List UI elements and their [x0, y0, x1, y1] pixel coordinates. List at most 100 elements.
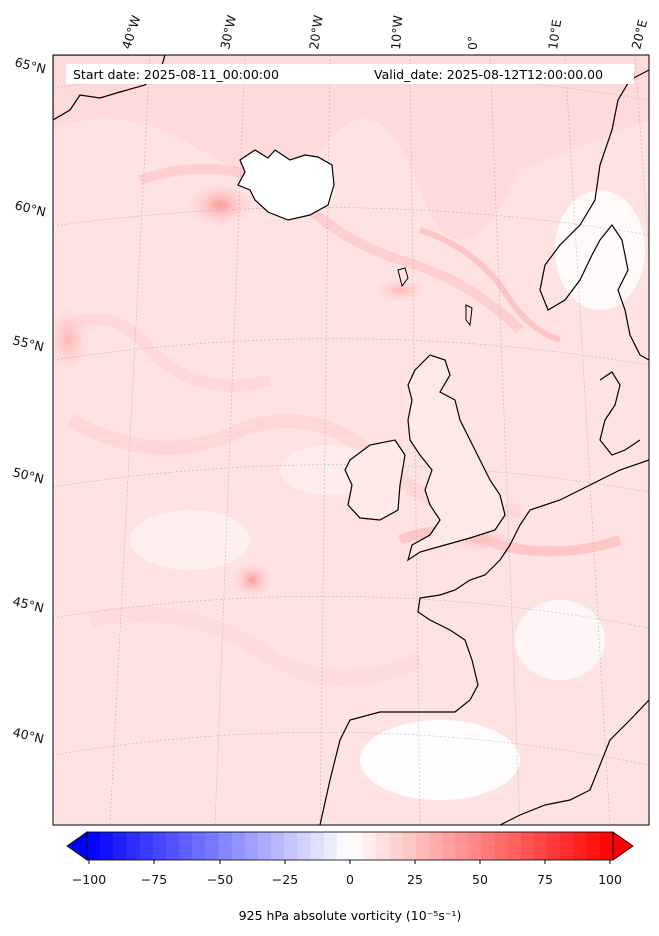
colorbar-tick-label: −50 [207, 872, 233, 887]
colorbar-step [442, 832, 456, 860]
iceland [237, 149, 335, 221]
colorbar-step [494, 832, 509, 860]
colorbar-ticks: −100 −75 −50 −25 0 25 50 75 100 [72, 860, 622, 887]
colorbar-step [350, 832, 364, 860]
scandinavia [539, 69, 649, 361]
lon-label: 20°E [628, 18, 650, 51]
greenland [53, 55, 166, 121]
colorbar-step [231, 832, 246, 860]
colorbar-step [100, 832, 114, 860]
colorbar-step [192, 832, 206, 860]
lon-label: 20°W [306, 14, 326, 50]
colorbar-step [126, 832, 141, 860]
start-date-label: Start date: 2025-08-11_00:00:00 [73, 67, 279, 82]
colorbar-tick-label: 25 [407, 872, 423, 887]
vorticity-band [138, 163, 524, 334]
europe-coast [319, 459, 649, 825]
colorbar-steps [87, 832, 614, 860]
colorbar-tick-label: −25 [272, 872, 298, 887]
lon-label: 10°W [388, 15, 405, 50]
colorbar-tick-label: 0 [346, 872, 354, 887]
vorticity-field [53, 55, 649, 825]
colorbar-step [284, 832, 298, 860]
header-backdrop [66, 64, 634, 84]
shetland [465, 304, 473, 327]
colorbar-step [560, 832, 575, 860]
denmark [599, 371, 641, 456]
map-frame [52, 54, 650, 826]
lat-label: 50°N [11, 464, 45, 486]
colorbar-tick-label: 100 [598, 872, 622, 887]
map-panel [52, 54, 650, 826]
colorbar-max-extension [612, 831, 634, 861]
colorbar-step [244, 832, 259, 860]
ireland [344, 439, 406, 521]
lat-label: 55°N [11, 332, 45, 354]
colorbar-step [599, 832, 614, 860]
latitude-labels: 65°N 60°N 55°N 50°N 45°N 40°N [11, 54, 47, 746]
lon-label: 40°W [119, 13, 144, 50]
vorticity-max [370, 276, 430, 304]
colorbar-tick-label: −100 [72, 872, 106, 887]
mediterranean-coast [499, 699, 649, 825]
colorbar-step [534, 832, 548, 860]
colorbar-step [547, 832, 561, 860]
colorbar-step [389, 832, 404, 860]
vorticity-patch [53, 55, 649, 241]
colorbar-step [520, 832, 535, 860]
vorticity-band [56, 312, 272, 392]
vorticity-max [182, 179, 258, 231]
colorbar-step [113, 832, 127, 860]
colorbar-tick-label: −75 [141, 872, 167, 887]
low-vorticity-area [515, 600, 605, 680]
valid-date-label: Valid_date: 2025-08-12T12:00:00.00 [374, 67, 603, 82]
colorbar-step [376, 832, 390, 860]
longitude-labels: 40°W 30°W 20°W 10°W 0° 10°E 20°E [119, 13, 651, 50]
colorbar-label: 925 hPa absolute vorticity (10⁻⁵s⁻¹) [239, 908, 462, 923]
colorbar-step [402, 832, 417, 860]
vorticity-max [53, 300, 94, 380]
colorbar-step [297, 832, 312, 860]
vorticity-band [419, 227, 562, 343]
vorticity-band [88, 606, 424, 686]
colorbar-step [257, 832, 272, 860]
colorbar-step [481, 832, 496, 860]
colorbar-min-extension [66, 831, 88, 861]
lat-label: 40°N [11, 724, 45, 746]
vorticity-max [230, 560, 274, 600]
lat-label: 45°N [11, 593, 45, 615]
colorbar: −100 −75 −50 −25 0 25 50 75 100 925 hPa … [66, 831, 634, 923]
colorbar-step [507, 832, 522, 860]
colorbar-tick-label: 50 [472, 872, 488, 887]
colorbar-step [165, 832, 180, 860]
colorbar-step [205, 832, 219, 860]
lat-label: 60°N [13, 197, 47, 219]
colorbar-step [139, 832, 154, 860]
colorbar-step [428, 832, 443, 860]
colorbar-step [271, 832, 285, 860]
colorbar-step [468, 832, 482, 860]
lon-label: 0° [465, 36, 480, 50]
colorbar-step [415, 832, 430, 860]
lat-label: 65°N [13, 54, 47, 76]
lon-label: 30°W [217, 14, 239, 51]
great-britain [407, 354, 506, 562]
colorbar-step [87, 832, 101, 860]
colorbar-step [336, 832, 351, 860]
colorbar-step [455, 832, 469, 860]
colorbar-step [152, 832, 167, 860]
low-vorticity-area [130, 510, 250, 570]
colorbar-tick-label: 75 [537, 872, 553, 887]
low-vorticity-area [360, 720, 520, 800]
colorbar-step [179, 832, 193, 860]
colorbar-step [310, 832, 325, 860]
colorbar-step [363, 832, 377, 860]
low-vorticity-area [555, 190, 645, 310]
colorbar-step [573, 832, 588, 860]
colorbar-step [323, 832, 338, 860]
colorbar-step [586, 832, 601, 860]
faroe-islands [397, 267, 409, 288]
lon-label: 10°E [545, 18, 564, 50]
colorbar-step [218, 832, 233, 860]
